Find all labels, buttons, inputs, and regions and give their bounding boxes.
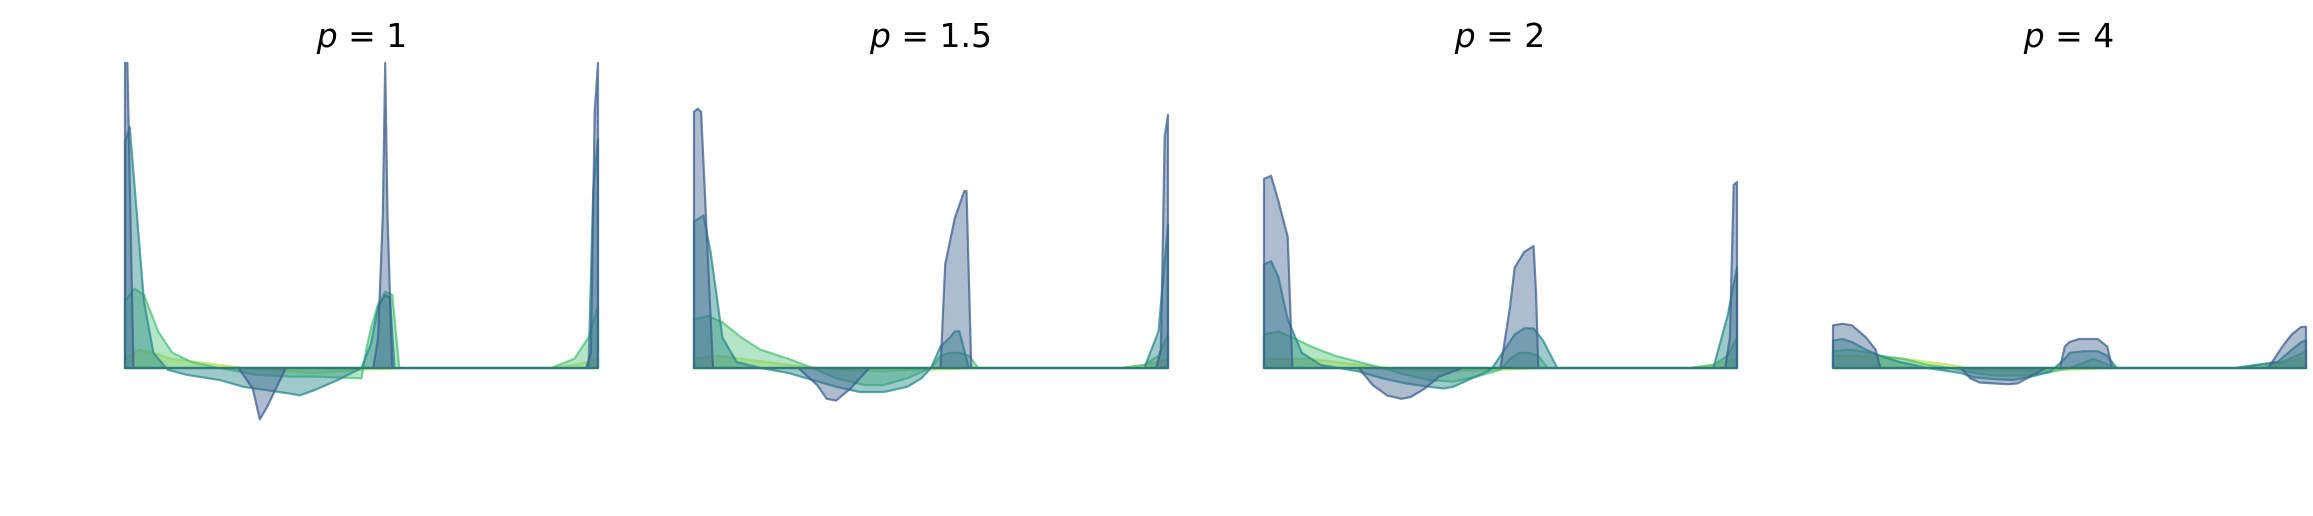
area-series-3 [692, 315, 1170, 387]
panel-p4: p = 4 [1831, 16, 2308, 386]
area-series-3 [123, 287, 600, 380]
area-series-1 [1831, 322, 2308, 386]
panel-p1-5: p = 1.5 [692, 16, 1170, 402]
panel-p2: p = 2 [1262, 16, 1739, 400]
plot-area-p2 [1262, 174, 1739, 400]
area-series-1 [1262, 174, 1739, 400]
plot-area-p4 [1831, 322, 2308, 386]
panel-title-p1-5: p = 1.5 [869, 16, 992, 55]
plot-area-p1 [123, 61, 600, 421]
area-series-3 [1262, 330, 1739, 383]
area-series-2 [1831, 337, 2308, 382]
panel-title-p2: p = 2 [1454, 16, 1546, 55]
plot-area-p1-5 [692, 107, 1170, 402]
panel-p1: p = 1 [123, 16, 600, 421]
panel-title-p4: p = 4 [2023, 16, 2115, 55]
area-series-2 [123, 125, 600, 397]
panel-title-p1: p = 1 [316, 16, 408, 55]
